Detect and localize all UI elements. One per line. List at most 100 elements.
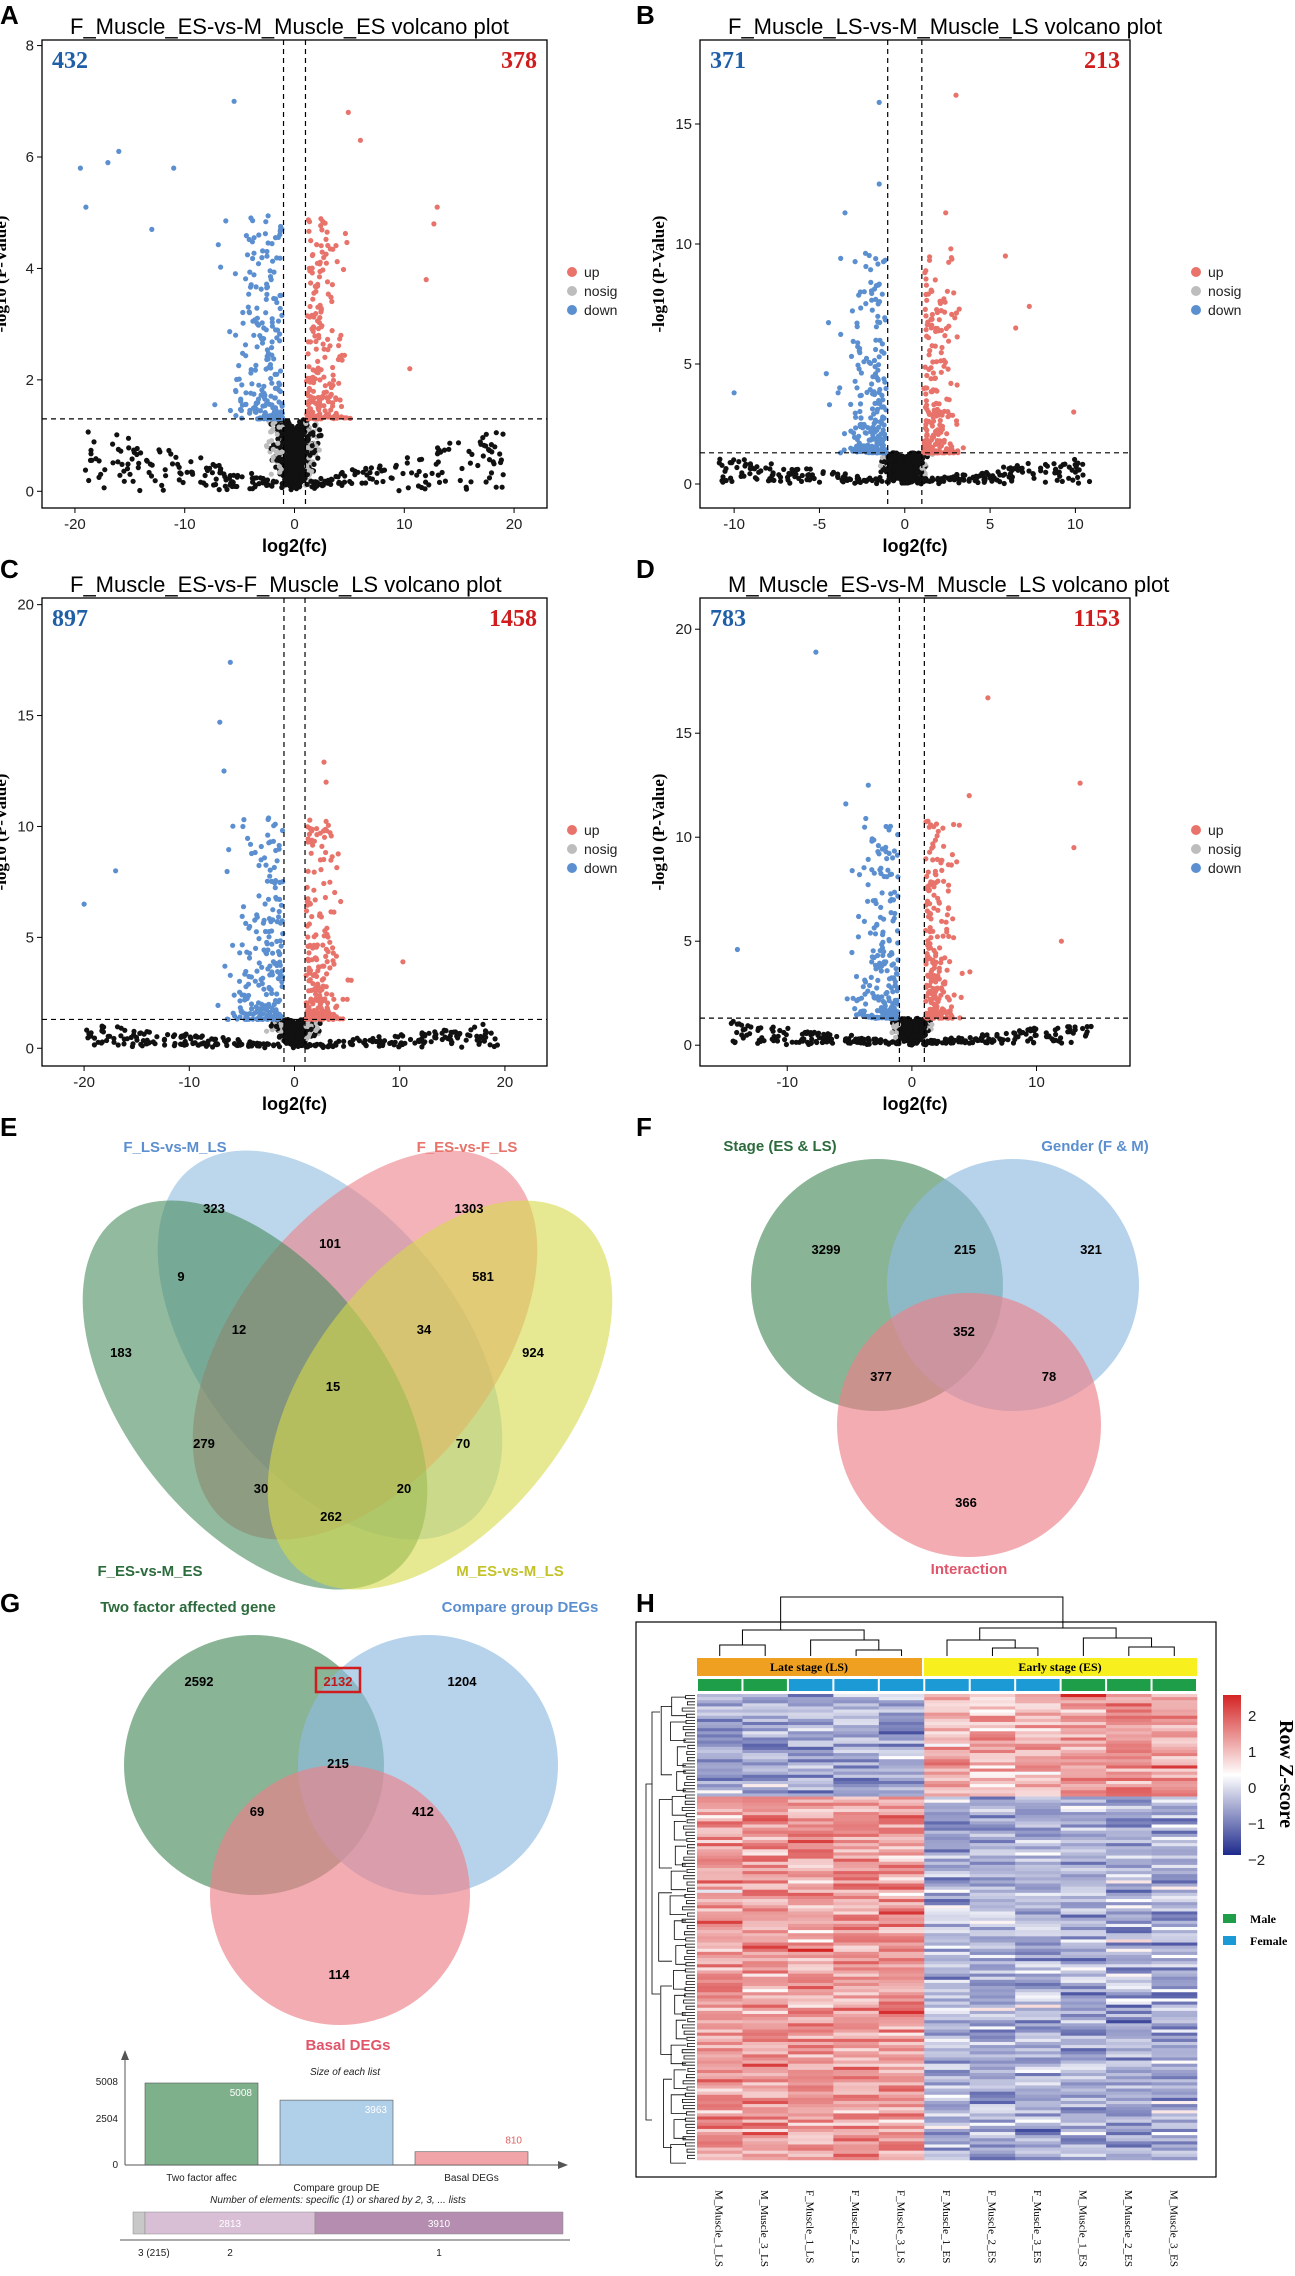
data-point	[269, 319, 275, 325]
data-point	[317, 404, 323, 410]
data-point	[138, 450, 144, 456]
data-point	[881, 436, 887, 442]
data-point	[932, 277, 938, 283]
data-point	[125, 461, 131, 467]
data-point	[171, 1043, 177, 1049]
data-point	[754, 476, 760, 482]
data-point	[1086, 478, 1093, 485]
x-tick-label: 20	[506, 516, 523, 533]
data-point	[824, 1038, 830, 1044]
data-point	[276, 914, 282, 920]
data-point	[960, 445, 966, 451]
data-point	[246, 310, 253, 316]
volcano-plot-b: F_Muscle_LS-vs-M_Muscle_LS volcano plot-…	[649, 14, 1241, 556]
data-point	[128, 1034, 134, 1040]
data-point	[435, 445, 441, 451]
data-point	[284, 1034, 290, 1040]
data-point	[306, 364, 312, 370]
data-point	[341, 479, 348, 485]
data-point	[252, 849, 258, 856]
data-point	[264, 878, 270, 884]
data-point	[782, 1037, 788, 1043]
data-point	[292, 453, 298, 459]
data-point	[339, 352, 345, 358]
data-point	[317, 999, 323, 1005]
data-point	[327, 879, 333, 885]
data-point	[924, 433, 930, 439]
volcano-plot-c: F_Muscle_ES-vs-F_Muscle_LS volcano plot-…	[0, 572, 617, 1114]
data-point	[246, 955, 253, 961]
data-point	[247, 841, 254, 847]
data-point	[846, 476, 853, 482]
data-point	[838, 255, 844, 261]
data-point	[331, 909, 337, 915]
data-point	[1016, 1028, 1023, 1034]
data-point	[330, 382, 336, 388]
data-point	[1031, 1040, 1037, 1046]
data-point	[1056, 469, 1062, 475]
data-point	[165, 1032, 171, 1038]
data-point	[274, 335, 280, 341]
data-point	[176, 464, 182, 470]
data-point	[270, 950, 276, 956]
data-point	[279, 484, 285, 490]
data-point	[319, 227, 325, 233]
data-point	[932, 343, 938, 349]
data-point	[269, 380, 275, 386]
data-point	[728, 1020, 734, 1026]
data-point	[277, 331, 283, 337]
data-point	[880, 427, 886, 433]
data-point	[874, 427, 880, 433]
data-point	[129, 1043, 135, 1050]
y-tick-label: 0	[684, 476, 692, 493]
data-point	[310, 1011, 316, 1017]
data-point	[263, 991, 269, 998]
data-point	[954, 421, 960, 427]
data-point	[198, 1041, 204, 1047]
data-point	[858, 392, 864, 398]
data-point	[244, 1014, 250, 1020]
legend-marker-up	[1191, 267, 1201, 277]
data-point	[258, 392, 264, 398]
data-point	[314, 483, 320, 489]
data-point	[253, 362, 259, 368]
data-point	[217, 719, 223, 725]
data-point	[266, 439, 272, 445]
data-point	[1068, 1039, 1074, 1045]
data-point	[316, 274, 323, 280]
data-point	[1065, 1024, 1071, 1030]
data-point	[966, 478, 972, 484]
data-point	[374, 470, 380, 476]
data-point	[321, 976, 327, 982]
data-point	[284, 474, 291, 480]
data-point	[393, 464, 399, 470]
data-point	[231, 1041, 238, 1047]
data-point	[1070, 1030, 1076, 1036]
data-point	[734, 1029, 740, 1036]
data-point	[312, 368, 318, 374]
data-point	[816, 479, 823, 485]
data-point	[295, 458, 301, 465]
data-point	[304, 390, 310, 397]
data-point	[316, 447, 322, 453]
data-point	[873, 476, 879, 482]
data-point	[338, 898, 344, 905]
data-point	[306, 900, 313, 906]
data-point	[166, 447, 172, 454]
data-point	[84, 1027, 90, 1033]
data-point	[865, 1035, 871, 1041]
data-point	[902, 480, 909, 486]
data-point	[328, 391, 334, 397]
data-point	[310, 972, 316, 979]
data-point	[397, 1041, 403, 1048]
data-point	[837, 385, 843, 391]
data-point	[221, 1038, 228, 1044]
data-point	[324, 279, 331, 285]
data-point	[77, 165, 83, 171]
data-point	[253, 945, 259, 952]
data-point	[848, 428, 854, 434]
data-point	[340, 266, 347, 273]
data-point	[101, 485, 107, 491]
data-point	[273, 896, 280, 902]
data-point	[876, 437, 882, 444]
